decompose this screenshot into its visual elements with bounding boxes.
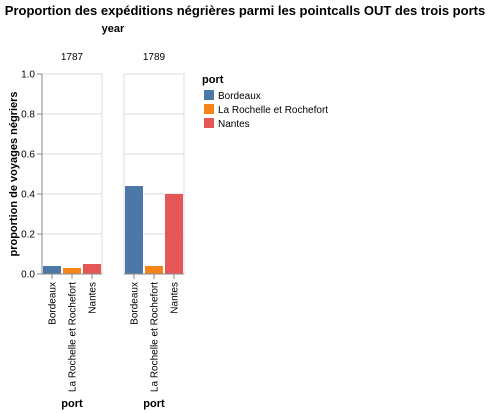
bar-bordeaux [43, 266, 61, 274]
facet-header-title: year [102, 23, 125, 35]
y-tick-label: 0.8 [21, 110, 35, 121]
y-tick-label: 0.2 [21, 230, 35, 241]
facet-panels: 1787 Bordeaux La Rochelle et Rochefort Nant… [21, 52, 185, 410]
bar-la-rochelle-et-rochefort [145, 266, 163, 274]
panel-frame [41, 73, 103, 275]
legend-swatch [204, 118, 214, 128]
x-tick-label: Nantes [170, 282, 181, 314]
facet-panel-1789: 1789 Bordeaux La Rochelle et Rochefort Nant… [123, 52, 185, 410]
legend: port Bordeaux La Rochelle et Rochefort Nan… [202, 74, 328, 130]
legend-swatch [204, 104, 214, 114]
bar-la-rochelle-et-rochefort [63, 268, 81, 274]
x-axis-title: port [143, 398, 165, 410]
x-tick-label: Bordeaux [130, 282, 141, 325]
legend-item: Nantes [204, 118, 250, 130]
legend-title: port [202, 74, 224, 86]
legend-label: Nantes [218, 119, 250, 130]
y-tick-label: 1.0 [21, 70, 35, 81]
x-axis-title: port [61, 398, 83, 410]
facet-label: 1787 [61, 52, 84, 63]
bar-bordeaux [125, 186, 143, 274]
y-tick-label: 0.0 [21, 270, 35, 281]
legend-label: Bordeaux [218, 91, 261, 102]
chart-title: Proportion des expéditions négrières par… [5, 3, 485, 18]
facet-panel-1787: 1787 Bordeaux La Rochelle et Rochefort Nant… [21, 52, 103, 410]
x-tick-label: La Rochelle et Rochefort [150, 282, 161, 392]
bar-nantes [165, 194, 183, 274]
y-axis-title: proportion de voyages négriers [8, 91, 20, 256]
y-tick-label: 0.4 [21, 190, 35, 201]
y-tick-label: 0.6 [21, 150, 35, 161]
facet-label: 1789 [143, 52, 166, 63]
legend-swatch [204, 90, 214, 100]
x-tick-label: Bordeaux [48, 282, 59, 325]
x-tick-label: La Rochelle et Rochefort [68, 282, 79, 392]
x-tick-label: Nantes [88, 282, 99, 314]
bar-nantes [83, 264, 101, 274]
legend-label: La Rochelle et Rochefort [218, 105, 328, 116]
legend-item: La Rochelle et Rochefort [204, 104, 328, 116]
legend-item: Bordeaux [204, 90, 261, 102]
